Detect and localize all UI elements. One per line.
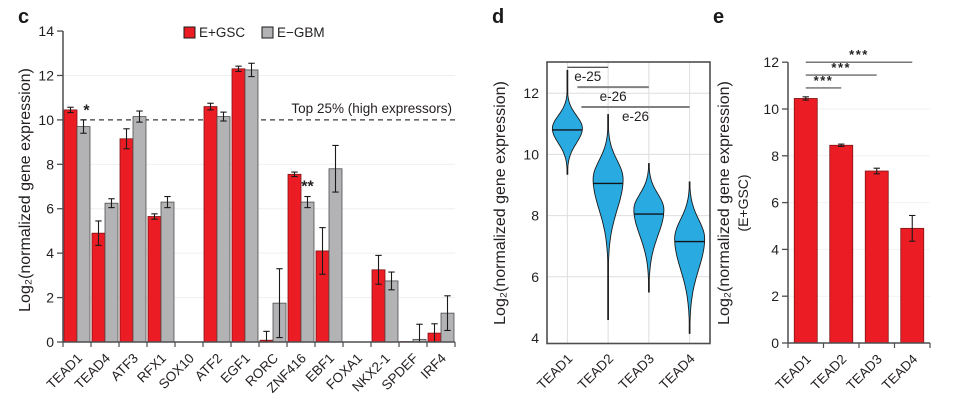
bar-E+GSC-TEAD1: [793, 98, 818, 344]
legend-swatch-E−GBM: [261, 26, 274, 39]
y-axis-label: Log₂(normalized gene expression): [716, 81, 733, 325]
panel-letter-c: c: [18, 6, 30, 28]
y-axis-label: Log₂(normalized gene expression): [492, 81, 509, 325]
bar-E−GBM-EGF1: [244, 69, 259, 343]
y-tick-label: 2: [46, 290, 54, 306]
bar-E−GBM-TEAD4: [104, 202, 119, 343]
bar-E+GSC-EGF1: [231, 68, 246, 343]
y-tick-label: 0: [771, 335, 779, 351]
x-category-label: TEAD3: [616, 351, 657, 392]
legend-swatch-E+GSC: [183, 26, 196, 39]
bar-E+GSC-TEAD4: [900, 227, 925, 344]
bar-E+GSC-TEAD4: [91, 232, 106, 343]
x-category-label: TEAD4: [879, 351, 921, 393]
x-category-label: TEAD4: [656, 351, 698, 393]
y-tick-label: 12: [763, 54, 779, 70]
bar-E−GBM-TEAD1: [76, 126, 91, 343]
y-tick-label: 12: [38, 67, 54, 83]
violin-TEAD2: [592, 114, 624, 321]
comparison-label: e-25: [574, 69, 601, 84]
bar-E−GBM-ATF3: [132, 116, 147, 343]
bar-E−GBM-RFX1: [160, 201, 175, 343]
significance-stars: **: [301, 178, 314, 195]
significance-stars: *: [83, 102, 90, 119]
y-tick-label: 8: [531, 208, 539, 224]
x-category-label: TEAD1: [772, 352, 813, 393]
bar-E−GBM-EBF1: [328, 168, 343, 343]
bar-E−GBM-ATF2: [216, 116, 231, 343]
bar-E+GSC-ATF3: [119, 138, 134, 343]
y-tick-label: 10: [763, 101, 779, 117]
y-tick-label: 6: [46, 201, 54, 217]
y-tick-label: 4: [46, 245, 54, 261]
significance-stars: ***: [831, 60, 851, 75]
violin-TEAD3: [633, 163, 665, 293]
panel-letter-d: d: [492, 6, 505, 28]
x-category-label: ATF3: [108, 351, 141, 384]
y-tick-label: 6: [771, 195, 779, 211]
panel-letter-e: e: [713, 6, 725, 28]
panel-d-violin-chart: e-25 e-26 e-26 4 6 8 10 12 TEAD1 TEAD2 TEAD3 TEAD4 L…: [492, 61, 711, 393]
threshold-label: Top 25% (high expressors): [291, 101, 452, 116]
x-category-label: TEAD2: [575, 351, 616, 392]
significance-stars: ***: [849, 47, 869, 62]
legend-label: E+GSC: [199, 25, 245, 40]
violin-TEAD1: [551, 69, 583, 175]
panel-c-grouped-bar-chart: Top 25% (high expressors)02468101214TEAD…: [17, 23, 456, 396]
y-tick-label: 6: [531, 269, 539, 285]
bar-E+GSC-TEAD2: [829, 144, 854, 344]
y-tick-label: 0: [46, 334, 54, 350]
bar-E+GSC-ZNF416: [287, 173, 302, 343]
y-tick-label: 4: [531, 330, 539, 346]
comparison-label: e-26: [600, 89, 627, 104]
bar-E+GSC-TEAD3: [864, 170, 889, 344]
comparison-label: e-26: [622, 109, 649, 124]
y-axis-label: Log₂(normalized gene expression): [17, 68, 34, 312]
y-tick-label: 10: [38, 112, 54, 128]
x-category-label: TEAD1: [534, 351, 575, 392]
x-category-label: IRF4: [418, 350, 450, 382]
y-tick-label: 12: [523, 85, 539, 101]
significance-stars: ***: [814, 73, 834, 88]
bar-E−GBM-ZNF416: [300, 201, 315, 343]
y-tick-label: 2: [771, 288, 779, 304]
y-tick-label: 4: [771, 241, 779, 257]
y-tick-label: 8: [46, 156, 54, 172]
plot-border: [546, 61, 711, 345]
y-axis-label-line2: (E+GSC): [735, 174, 751, 231]
violin-TEAD4: [674, 181, 706, 334]
bar-E+GSC-RFX1: [147, 216, 162, 343]
x-category-label: TEAD3: [843, 352, 884, 393]
y-tick-label: 8: [771, 148, 779, 164]
bar-E+GSC-TEAD1: [63, 109, 78, 343]
x-category-label: TEAD2: [808, 352, 849, 393]
bar-E+GSC-ATF2: [203, 106, 218, 343]
y-tick-label: 14: [38, 23, 54, 39]
panel-e-bar-chart: 024681012TEAD1TEAD2TEAD3TEAD4*********Lo…: [716, 47, 931, 393]
legend-label: E−GBM: [277, 25, 325, 40]
y-tick-label: 10: [523, 146, 539, 162]
